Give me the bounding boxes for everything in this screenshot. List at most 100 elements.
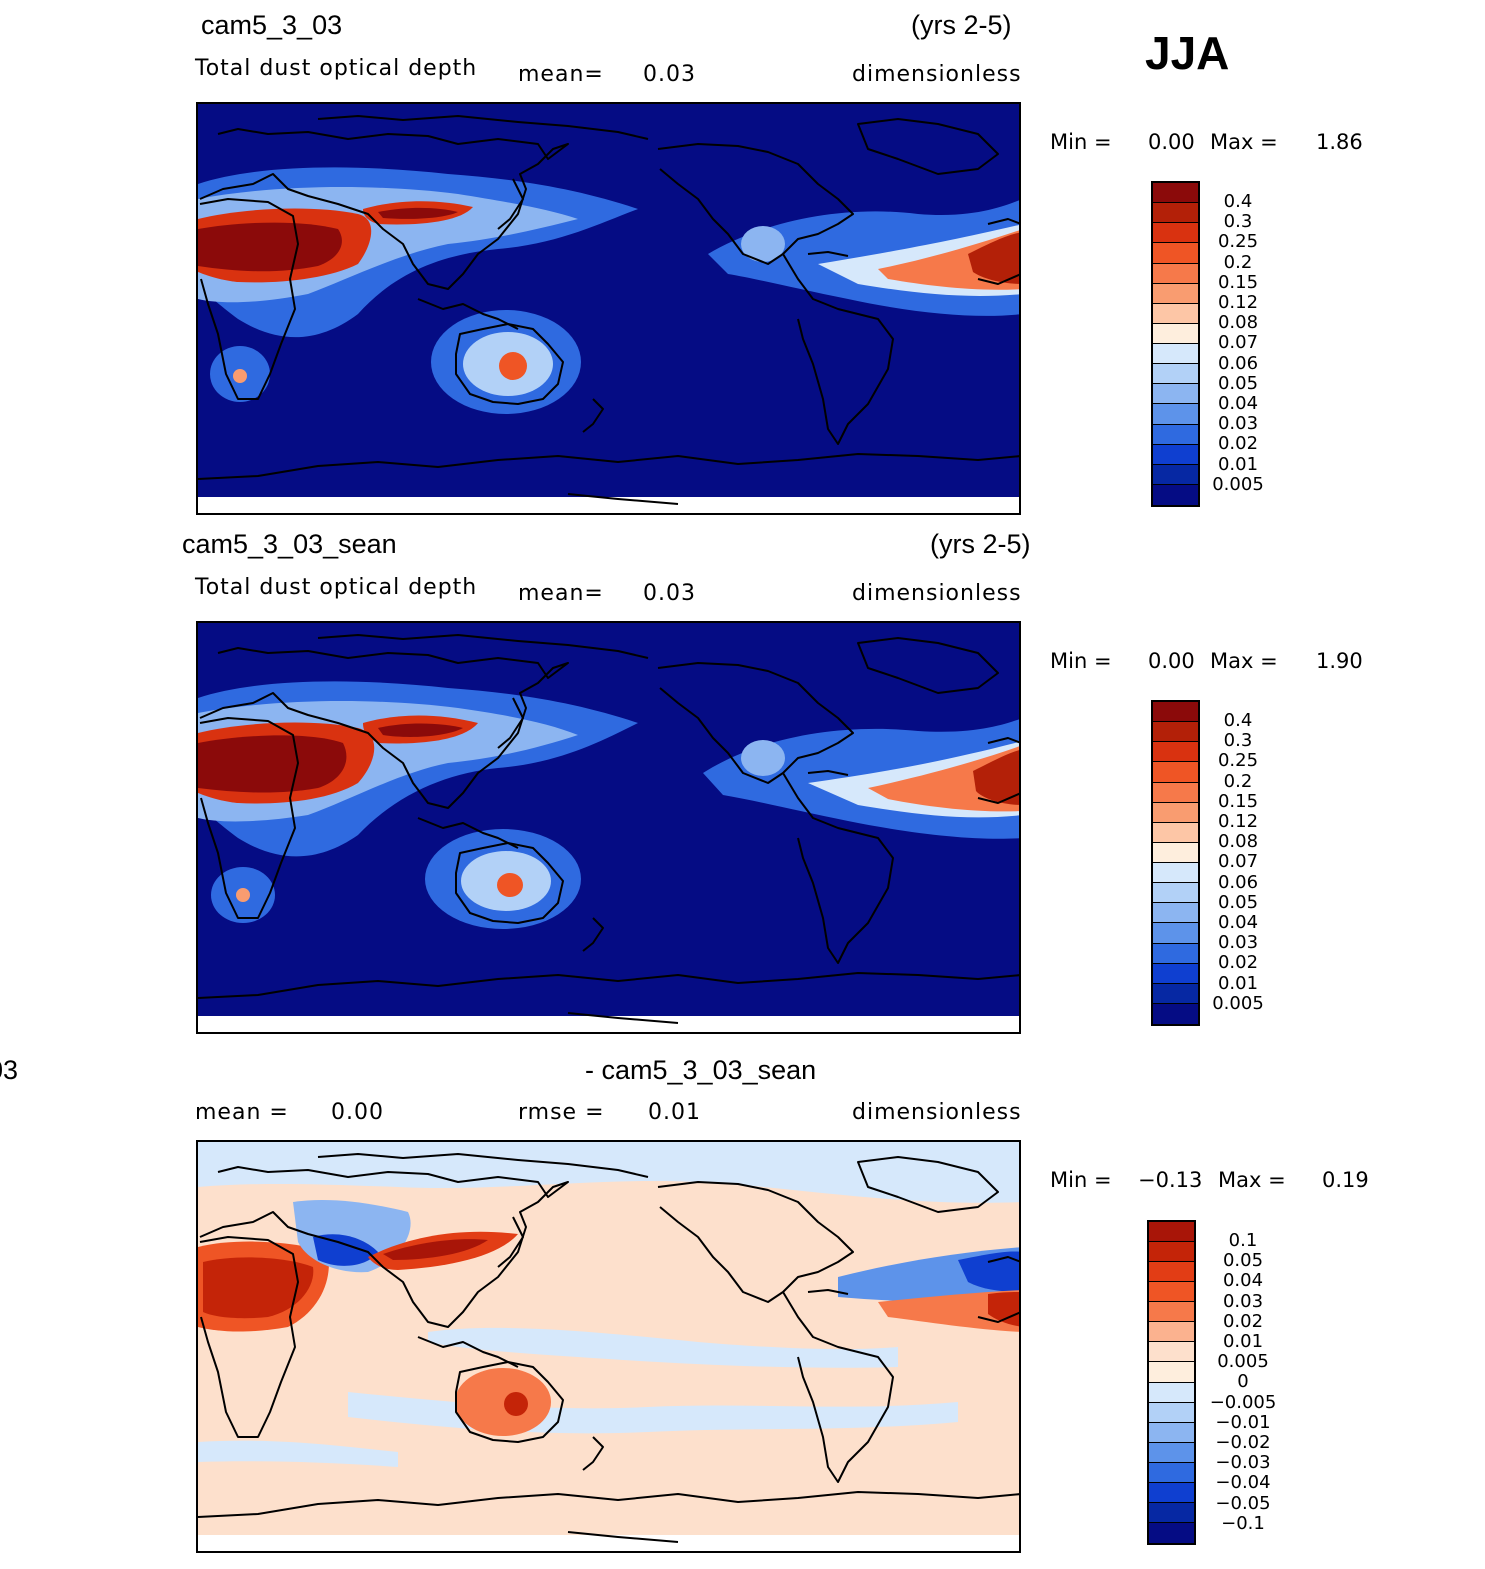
dust-australia-core <box>499 352 527 380</box>
colorbar-swatch <box>1153 243 1198 264</box>
colorbar-swatch <box>1149 1282 1194 1303</box>
colorbar-level-label: −0.01 <box>1215 1411 1271 1433</box>
colorbar-swatch <box>1149 1462 1194 1483</box>
colorbar-level-label: 0.07 <box>1217 851 1259 873</box>
colorbar-swatch <box>1149 1442 1194 1463</box>
panel-2-map-svg <box>198 623 1019 1032</box>
colorbar-level-label: 0.01 <box>1217 972 1259 994</box>
diff-neg-casia-core <box>313 1234 378 1266</box>
colorbar-swatch <box>1153 484 1198 505</box>
colorbar-level-label: 0.005 <box>1217 1351 1269 1373</box>
dust-namerica <box>741 740 785 776</box>
colorbar-swatch <box>1149 1322 1194 1343</box>
missing-data-band <box>198 1535 1019 1551</box>
colorbar-swatch <box>1153 762 1198 783</box>
colorbar-swatch <box>1149 1502 1194 1523</box>
panel-2-units: dimensionless <box>852 581 1022 606</box>
dust-atlantic-core <box>973 750 1019 805</box>
colorbar-swatch <box>1153 863 1198 884</box>
panel-1-map <box>196 102 1021 515</box>
colorbar-swatch <box>1153 183 1198 204</box>
panel-1-mean-label: mean= <box>518 62 604 87</box>
colorbar-swatch <box>1149 1482 1194 1503</box>
colorbar-swatch <box>1153 963 1198 984</box>
colorbar-level-label: 0.04 <box>1222 1270 1264 1292</box>
colorbar-swatch <box>1153 203 1198 224</box>
colorbar-swatch <box>1153 464 1198 485</box>
dust-sahara-core <box>198 735 347 793</box>
colorbar-level-label: −0.04 <box>1215 1472 1271 1494</box>
colorbar-level-label: −0.03 <box>1215 1452 1271 1474</box>
diff-pos-gobi-core <box>383 1239 488 1260</box>
colorbar-level-label: 0.12 <box>1217 292 1259 313</box>
colorbar-level-label: 0.03 <box>1217 413 1259 435</box>
colorbar-level-label: 0.25 <box>1217 231 1259 253</box>
diff-neg-tropics <box>428 1327 898 1368</box>
colorbar-swatch <box>1149 1342 1194 1363</box>
colorbar-level-label: 0.01 <box>1217 453 1259 475</box>
panel-2-years: (yrs 2-5) <box>930 529 1031 559</box>
panel-3-rmse-value: 0.01 <box>648 1100 701 1125</box>
dust-gobi-core <box>378 723 463 737</box>
colorbar-level-label: 0.06 <box>1217 352 1259 374</box>
panel-2-variable: Total dust optical depth <box>195 575 478 600</box>
panel-1-map-svg <box>198 104 1019 513</box>
colorbar-level-label: 0.3 <box>1223 730 1253 752</box>
colorbar-level-label: 0.1 <box>1228 1230 1258 1251</box>
colorbar-swatch <box>1149 1422 1194 1443</box>
colorbar-swatch <box>1153 1003 1198 1024</box>
colorbar-level-label: 0.03 <box>1222 1290 1264 1312</box>
panel-1-min-value: 0.00 <box>1148 130 1195 154</box>
colorbar-level-label: 0.05 <box>1222 1250 1264 1272</box>
colorbar-swatch <box>1153 364 1198 385</box>
colorbar-level-label: 0.03 <box>1217 932 1259 954</box>
panel-1-min-label: Min = <box>1050 130 1112 154</box>
colorbar-swatch <box>1153 323 1198 344</box>
colorbar-swatch <box>1153 842 1198 863</box>
panel-3-map-svg <box>198 1142 1019 1551</box>
panel-3-max-value: 0.19 <box>1322 1168 1369 1192</box>
colorbar-swatch <box>1153 802 1198 823</box>
colorbar-swatch <box>1149 1302 1194 1323</box>
colorbar-swatch <box>1149 1242 1194 1263</box>
colorbar-swatch <box>1153 344 1198 365</box>
panel-1-variable: Total dust optical depth <box>195 56 478 81</box>
colorbar-swatch <box>1149 1402 1194 1423</box>
diff-neg-sp <box>198 1440 398 1467</box>
panel-1-mean-value: 0.03 <box>643 62 696 87</box>
panel-2-min-label: Min = <box>1050 649 1112 673</box>
dust-namerica <box>741 226 785 262</box>
diff-pos-sahara-core <box>203 1257 314 1319</box>
panel-3-title-left: 03 <box>0 1055 19 1085</box>
colorbar-swatch <box>1153 384 1198 405</box>
diff-neg-atlantic-core <box>958 1251 1019 1292</box>
colorbar-swatch <box>1153 883 1198 904</box>
colorbar-level-label: 0.02 <box>1217 433 1259 455</box>
colorbar-swatch <box>1153 263 1198 284</box>
panel-3-min-label: Min = <box>1050 1168 1112 1192</box>
colorbar-level-label: 0.01 <box>1222 1331 1264 1352</box>
colorbar-level-label: 0.02 <box>1217 952 1259 974</box>
colorbar-level-label: 0.4 <box>1223 191 1253 212</box>
diff-pos-atlantic-core <box>988 1292 1019 1327</box>
panel-3-min-value: −0.13 <box>1138 1168 1203 1192</box>
dust-atlantic-core <box>968 232 1019 284</box>
colorbar-level-label: 0.2 <box>1223 251 1253 273</box>
colorbar-swatch <box>1149 1262 1194 1283</box>
colorbar-level-label: 0.25 <box>1217 750 1259 772</box>
colorbar-swatch <box>1153 424 1198 445</box>
colorbar-swatch <box>1153 283 1198 304</box>
colorbar-swatch <box>1149 1522 1194 1543</box>
colorbar-level-label: 0.05 <box>1217 372 1259 394</box>
season-label: JJA <box>1145 27 1230 79</box>
panel-3-max-label: Max = <box>1218 1168 1286 1192</box>
colorbar-level-label: 0.07 <box>1217 332 1259 354</box>
panel-3-rmse-label: rmse = <box>518 1100 605 1125</box>
panel-2-mean-value: 0.03 <box>643 581 696 606</box>
colorbar-level-label: −0.1 <box>1221 1512 1265 1534</box>
panel-3-mean-label: mean = <box>195 1100 289 1125</box>
dust-australia-core <box>497 873 523 897</box>
colorbar-swatch <box>1153 223 1198 244</box>
dust-gobi-core <box>378 207 458 219</box>
panel-3-mean-value: 0.00 <box>331 1100 384 1125</box>
